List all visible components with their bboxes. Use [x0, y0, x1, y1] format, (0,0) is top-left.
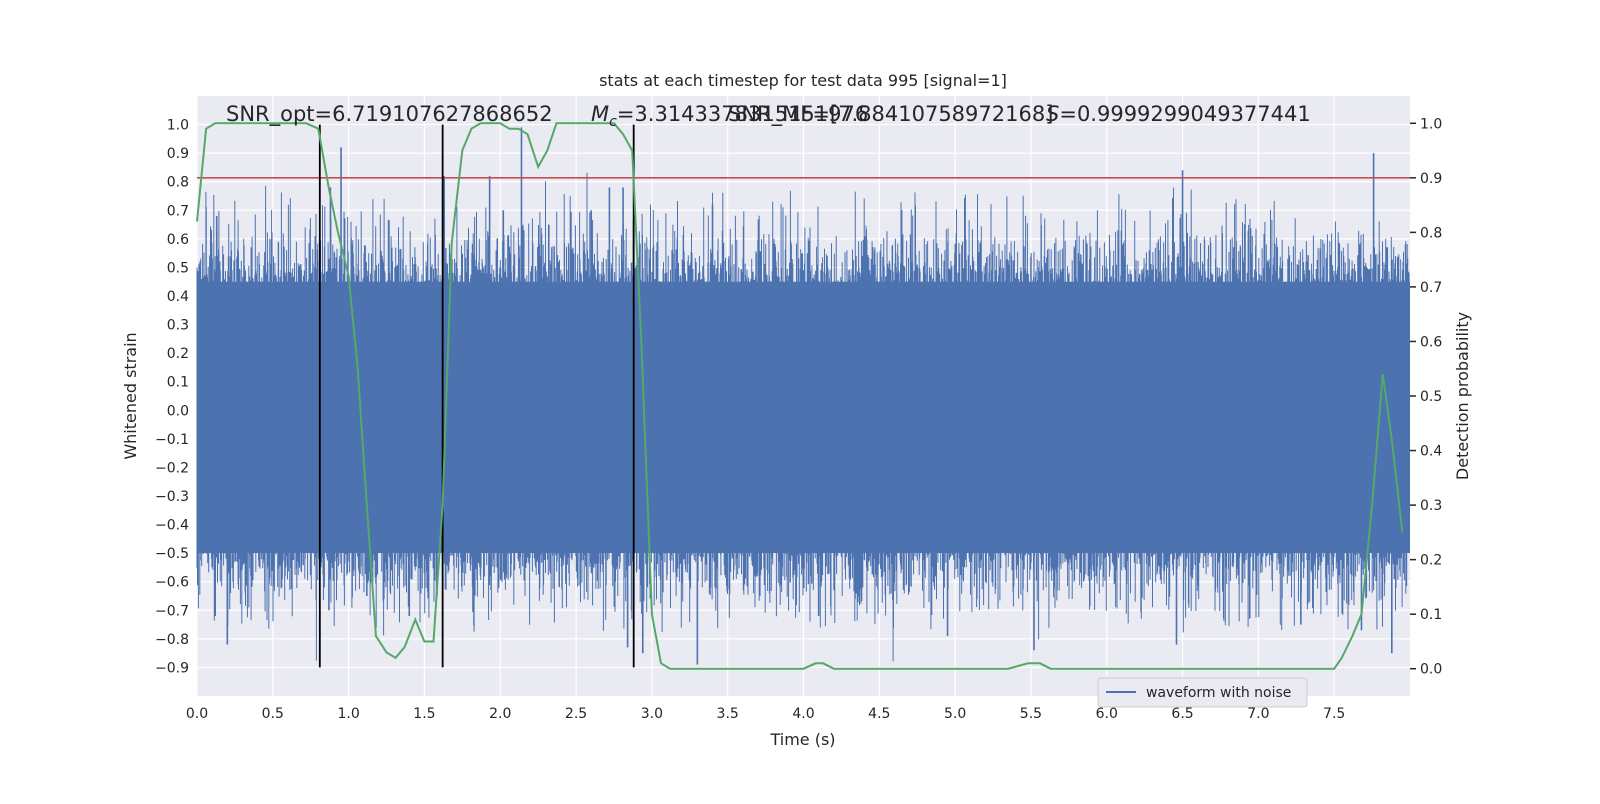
y-tick-label-18: −0.8	[155, 632, 189, 648]
chirp-mass-subscript: c	[609, 114, 617, 130]
y-tick-label-11: −0.1	[155, 432, 189, 448]
y2-tick-label-6: 0.4	[1420, 444, 1442, 460]
y-tick-label-4: 0.6	[167, 232, 189, 248]
x-tick-label-12: 6.0	[1096, 706, 1118, 722]
statistic-value: =0.9999299049377441	[1059, 102, 1310, 126]
x-tick-label-1: 0.5	[262, 706, 284, 722]
y2-tick-label-1: 0.9	[1420, 171, 1442, 187]
y2-tick-labels: 1.0 0.9 0.8 0.7 0.6 0.5 0.4 0.3 0.2 0.1 0.0	[1410, 116, 1442, 678]
y-tick-label-17: −0.7	[155, 603, 189, 619]
y-tick-label-8: 0.2	[167, 346, 189, 362]
y-tick-label-5: 0.5	[167, 260, 189, 276]
y2-tick-label-8: 0.2	[1420, 553, 1442, 569]
y-tick-labels: 1.0 0.9 0.8 0.7 0.6 0.5 0.4 0.3 0.2 0.1 0.0 −0.1 −0.…	[155, 118, 189, 677]
y2-tick-label-4: 0.6	[1420, 334, 1442, 350]
y-tick-label-3: 0.7	[167, 203, 189, 219]
chart-title: stats at each timestep for test data 995…	[599, 71, 1007, 90]
chirp-mass-annotation: Mc=3.3143378315151976	[591, 102, 868, 130]
y-tick-label-2: 0.8	[167, 175, 189, 191]
chirp-mass-symbol: M	[591, 102, 609, 126]
x-tick-label-13: 6.5	[1171, 706, 1193, 722]
y-tick-label-7: 0.3	[167, 318, 189, 334]
y2-tick-label-0: 1.0	[1420, 116, 1442, 132]
legend-label: waveform with noise	[1146, 685, 1291, 701]
chirp-mass-value: =3.3143378315151976	[617, 102, 868, 126]
y2-axis-label: Detection probability	[1453, 312, 1472, 480]
legend: waveform with noise	[1097, 677, 1308, 708]
x-tick-labels: 0.0 0.5 1.0 1.5 2.0 2.5 3.0 3.5 4.0 4.5 5.0 5.5 6.0 6…	[186, 706, 1345, 722]
y2-tick-label-3: 0.7	[1420, 280, 1442, 296]
probability-series	[196, 122, 1404, 670]
y-tick-label-14: −0.4	[155, 518, 189, 534]
y2-tick-label-2: 0.8	[1420, 225, 1442, 241]
y2-tick-label-7: 0.3	[1420, 498, 1442, 514]
x-tick-label-15: 7.5	[1323, 706, 1345, 722]
x-tick-label-2: 1.0	[337, 706, 359, 722]
y-tick-label-13: −0.3	[155, 489, 189, 505]
y-axis-label: Whitened strain	[121, 332, 140, 459]
y2-tick-label-9: 0.1	[1420, 607, 1442, 623]
x-tick-label-10: 5.0	[944, 706, 966, 722]
y-tick-label-15: −0.5	[155, 546, 189, 562]
x-tick-label-3: 1.5	[413, 706, 435, 722]
snr-opt-annotation: SNR_opt=6.719107627868652	[226, 102, 553, 127]
x-tick-label-0: 0.0	[186, 706, 208, 722]
y-tick-label-19: −0.9	[155, 660, 189, 676]
y-tick-label-10: 0.0	[167, 403, 189, 419]
y-tick-label-9: 0.1	[167, 375, 189, 391]
y-tick-label-6: 0.4	[167, 289, 189, 305]
x-tick-label-4: 2.0	[489, 706, 511, 722]
y-tick-label-1: 0.9	[167, 146, 189, 162]
legend-box	[1097, 677, 1308, 708]
x-axis-label: Time (s)	[769, 730, 835, 749]
waveform-spikes	[196, 172, 1410, 662]
x-tick-label-8: 4.0	[792, 706, 814, 722]
y2-tick-label-5: 0.5	[1420, 389, 1442, 405]
y-tick-label-16: −0.6	[155, 575, 189, 591]
x-tick-label-7: 3.5	[717, 706, 739, 722]
x-tick-label-14: 7.0	[1247, 706, 1269, 722]
y-tick-label-12: −0.2	[155, 460, 189, 476]
statistic-annotation: S=0.9999299049377441	[1046, 102, 1311, 126]
waveform-series	[196, 127, 1410, 665]
statistic-symbol: S	[1046, 102, 1059, 126]
x-tick-label-9: 4.5	[868, 706, 890, 722]
x-tick-label-11: 5.5	[1020, 706, 1042, 722]
vertical-markers	[318, 124, 635, 668]
detection-probability-line	[196, 122, 1404, 670]
y2-tick-label-10: 0.0	[1420, 662, 1442, 678]
x-tick-label-6: 3.0	[641, 706, 663, 722]
snr-mf-annotation: SNR_MF=[7.88410758972168]	[728, 102, 1053, 127]
x-tick-label-5: 2.5	[565, 706, 587, 722]
y-tick-label-0: 1.0	[167, 118, 189, 134]
